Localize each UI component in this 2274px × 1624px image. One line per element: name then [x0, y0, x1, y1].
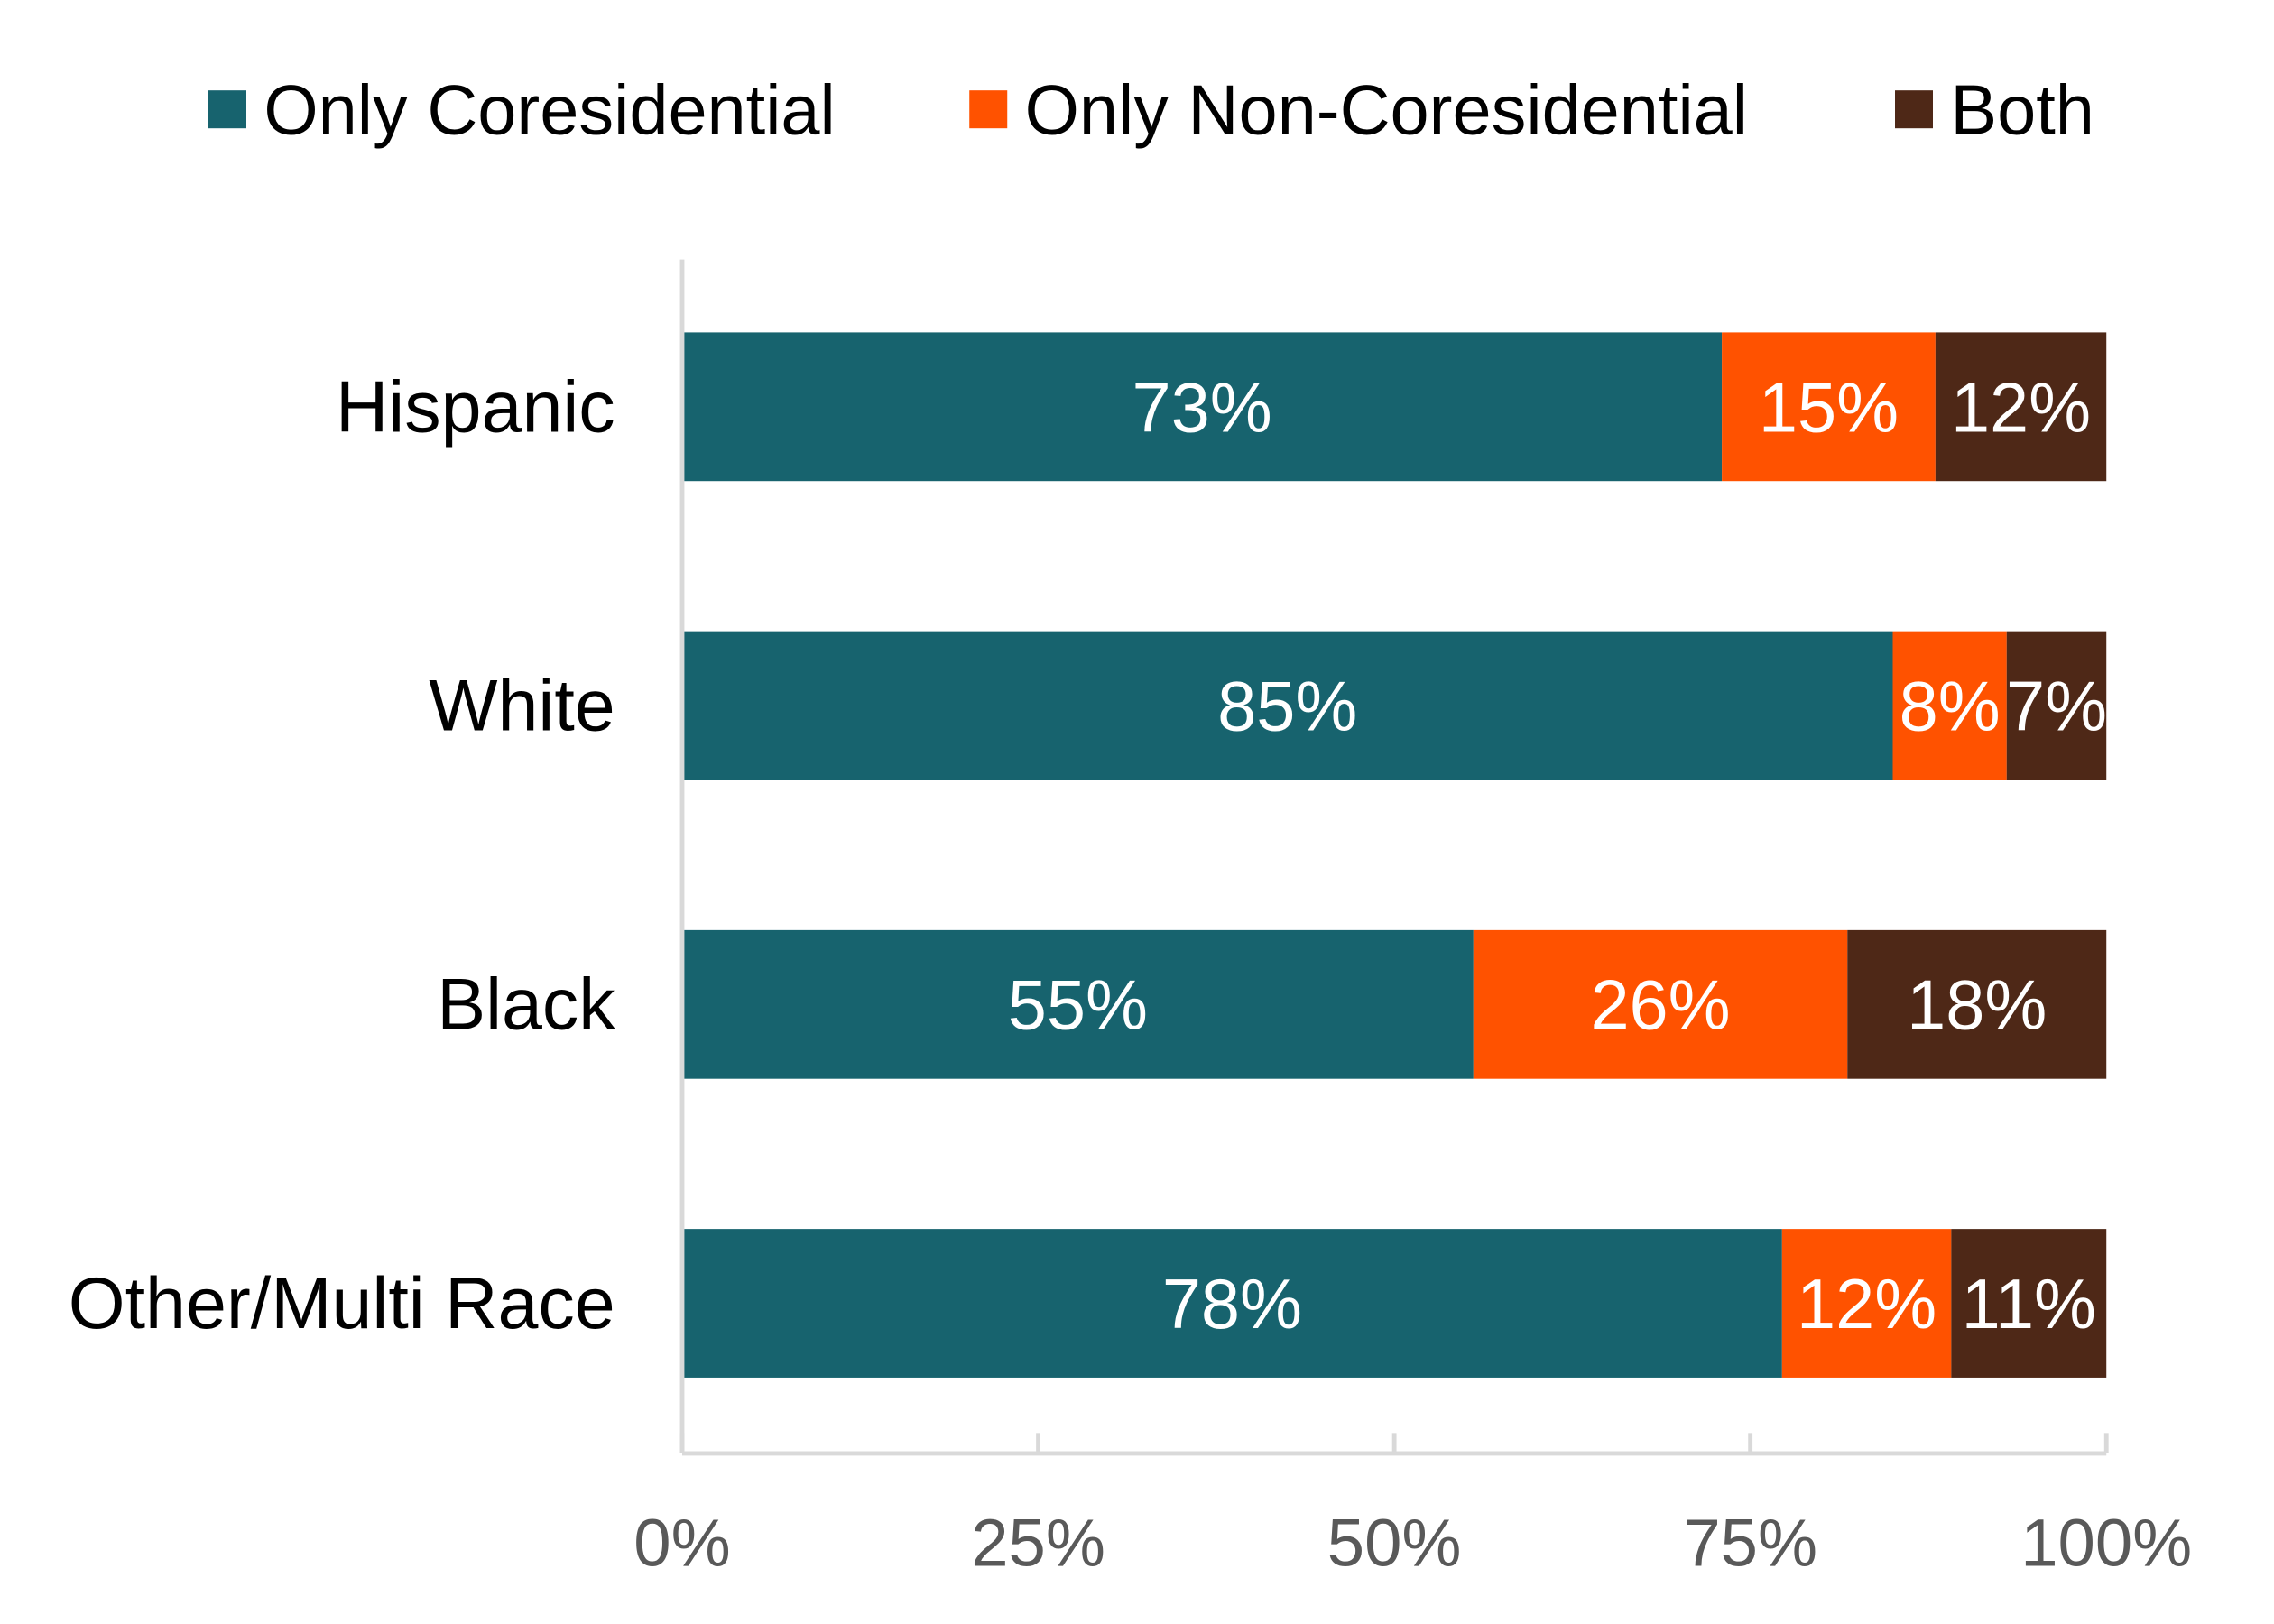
legend-label-2: Both [1950, 72, 2094, 150]
legend-swatch-0 [208, 90, 246, 129]
data-label: 55% [1008, 967, 1148, 1045]
legend-label-0: Only Coresidential [263, 72, 835, 150]
legend-label-1: Only Non-Coresidential [1025, 72, 1748, 150]
category-label: Hispanic [336, 366, 615, 448]
bar-segment [682, 1229, 1782, 1378]
data-label: 7% [2006, 669, 2107, 746]
bar-segment [682, 332, 1723, 482]
bar-segment [682, 631, 1893, 780]
bar-segment [1847, 929, 2107, 1079]
bar-segment [2006, 631, 2107, 780]
bar-segment [682, 929, 1474, 1079]
data-label: 12% [1951, 369, 2091, 447]
bar-segment [1951, 1229, 2107, 1378]
data-label: 26% [1590, 967, 1730, 1045]
x-tick-label: 100% [2020, 1505, 2192, 1580]
data-label: 8% [1900, 669, 2001, 746]
bar-segment [1781, 1229, 1952, 1378]
data-label: 85% [1217, 669, 1357, 746]
data-label: 73% [1132, 369, 1271, 447]
bar-segment [1722, 332, 1936, 482]
legend-swatch-2 [1895, 90, 1933, 129]
category-label: White [429, 666, 615, 747]
x-tick-label: 50% [1327, 1505, 1462, 1580]
legend-swatch-1 [969, 90, 1008, 129]
data-label: 78% [1162, 1266, 1302, 1343]
x-tick-label: 75% [1683, 1505, 1817, 1580]
data-label: 15% [1759, 369, 1899, 447]
category-label: Black [437, 964, 615, 1046]
bar-segment [1473, 929, 1848, 1079]
bar-segment [1935, 332, 2107, 482]
data-label: 18% [1907, 967, 2047, 1045]
x-tick-label: 25% [971, 1505, 1105, 1580]
x-tick-label: 0% [633, 1505, 730, 1580]
category-label: Other/Multi Race [69, 1263, 615, 1344]
bar-segment [1892, 631, 2007, 780]
data-label: 12% [1797, 1266, 1937, 1343]
data-label: 11% [1962, 1266, 2096, 1343]
